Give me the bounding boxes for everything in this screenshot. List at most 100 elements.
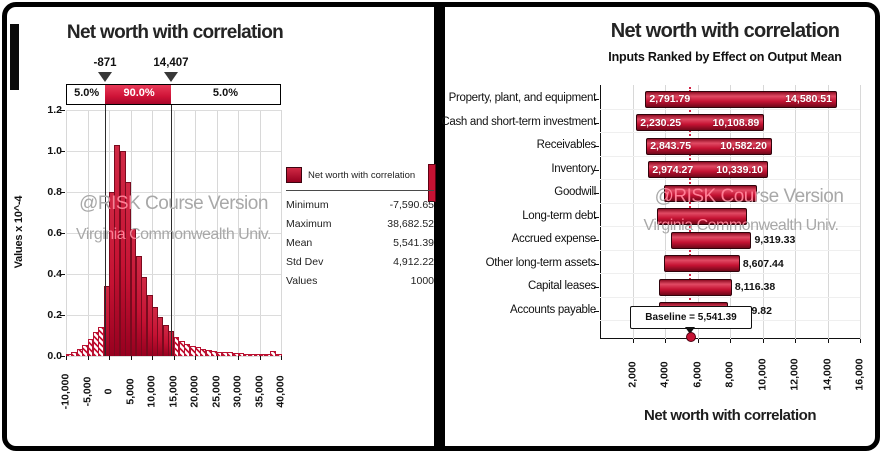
y-tick-mark: [60, 192, 65, 193]
left-edge-tab: [10, 24, 19, 90]
tornado-bar: [670, 231, 752, 249]
x-tick-label: 10,000: [145, 375, 158, 408]
legend-label: Net worth with correlation: [308, 170, 416, 181]
x-tick-mark: [795, 339, 796, 343]
delimiter-right-label: 14,407: [153, 57, 189, 69]
y-axis-spine: [600, 85, 601, 339]
histogram-bar: [275, 353, 282, 356]
x-tick-label: 4,000: [658, 361, 671, 388]
tornado-bar: [648, 161, 768, 178]
x-tick-label: 12,000: [788, 358, 801, 391]
y-tick-label: 1.0: [47, 145, 62, 157]
bar-low-label: 2,974.27: [652, 163, 694, 176]
stat-label: Std Dev: [286, 256, 324, 268]
gridline: [860, 85, 861, 339]
stat-value: 1000: [410, 275, 434, 287]
tornado-bar: [658, 278, 732, 296]
bar-high-label: 10,108.89: [712, 116, 760, 129]
percentile-left-label: 5.0%: [74, 87, 100, 99]
x-tick-mark: [238, 356, 239, 360]
clipped-legend-fragment: [428, 164, 436, 202]
y-tick-label: 0.0: [47, 350, 62, 362]
y-tick-mark: [60, 315, 65, 316]
bar-low-label: 2,843.75: [650, 140, 692, 152]
histogram-bar: [270, 350, 277, 356]
category-tick-mark: [594, 169, 599, 171]
category-label: Receivables: [536, 139, 597, 151]
delimiter-line: [105, 105, 107, 356]
delimiter-left-label: -871: [93, 57, 117, 69]
gridline: [600, 132, 860, 133]
x-tick-mark: [281, 356, 282, 360]
y-tick-mark: [60, 274, 65, 275]
gridline: [600, 179, 860, 180]
category-label: Accrued expense: [511, 233, 597, 245]
stat-label: Values: [286, 275, 318, 287]
category-tick-mark: [594, 263, 599, 265]
baseline-callout-pointer-icon: [685, 327, 695, 334]
gridline: [66, 151, 281, 152]
y-tick-mark: [60, 233, 65, 234]
x-tick-mark: [665, 339, 666, 343]
x-tick-label: -5,000: [81, 376, 93, 407]
tornado-x-axis-title: Net worth with correlation: [643, 407, 817, 424]
stat-value: -7,590.65: [389, 199, 434, 211]
x-tick-mark: [173, 356, 175, 360]
gridline: [795, 85, 796, 339]
category-label: Goodwill: [554, 186, 596, 198]
stat-row-values: Values 1000: [286, 275, 434, 293]
y-tick-mark: [60, 110, 65, 111]
gridline: [600, 273, 860, 274]
y-tick-label: 1.2: [47, 104, 62, 116]
x-tick-label: 8,000: [723, 361, 736, 388]
bar-low-label: 2,791.79: [649, 93, 691, 105]
category-label: Accounts payable: [510, 303, 596, 316]
x-tick-label: 0: [102, 388, 115, 395]
delimiter-line: [170, 105, 172, 356]
category-label: Capital leases: [527, 280, 596, 292]
tornado-subtitle: Inputs Ranked by Effect on Output Mean: [608, 50, 842, 64]
gridline: [600, 155, 860, 157]
gridline: [600, 202, 860, 204]
category-label: Cash and short-term investment: [441, 115, 596, 128]
gridline: [600, 108, 860, 110]
stat-value: 38,682.52: [387, 218, 434, 230]
delimiter-left-handle-icon[interactable]: [98, 72, 113, 82]
y-tick-label: 0.2: [47, 309, 62, 321]
x-tick-label: 25,000: [210, 375, 222, 408]
bar-low-label: 2,230.25: [640, 116, 682, 129]
tornado-bar: [636, 114, 765, 131]
baseline-callout: Baseline = 5,541.39: [630, 306, 752, 329]
x-tick-mark: [109, 356, 110, 360]
tornado-title: Net worth with correlation: [610, 20, 840, 42]
tornado-plot: 2,791.79 14,580.51 2,230.25 10,108.89 2,843.…: [594, 85, 861, 339]
tornado-bar: [664, 255, 740, 272]
x-tick-label: 20,000: [188, 375, 201, 408]
bar-high-label: 14,580.51: [785, 93, 832, 105]
y-tick-label: 0.6: [47, 227, 62, 239]
baseline-pin[interactable]: [686, 332, 696, 342]
category-tick-mark: [594, 240, 599, 241]
tornado-bar: [646, 137, 772, 155]
gridline: [600, 249, 860, 251]
x-tick-label: 15,000: [167, 375, 179, 408]
category-label: Long-term debt: [522, 209, 596, 222]
gridline: [762, 85, 764, 339]
delimiter-right-handle-icon[interactable]: [163, 72, 178, 82]
x-tick-mark: [152, 356, 153, 360]
stat-label: Mean: [286, 237, 313, 249]
histogram-plot: [66, 105, 282, 357]
percentile-band-middle: [105, 85, 171, 104]
x-tick-mark: [259, 356, 261, 360]
x-tick-label: 30,000: [231, 375, 244, 408]
x-tick-label: 35,000: [253, 375, 265, 408]
category-label: Inventory: [551, 162, 596, 175]
stat-row-maximum: Maximum 38,682.52: [286, 218, 434, 236]
stat-row-mean: Mean 5,541.39: [286, 237, 434, 255]
x-tick-mark: [827, 339, 829, 343]
y-axis-title: Values x 10^-4: [13, 195, 25, 269]
x-tick-mark: [66, 356, 67, 360]
tornado-bar: [664, 184, 758, 202]
